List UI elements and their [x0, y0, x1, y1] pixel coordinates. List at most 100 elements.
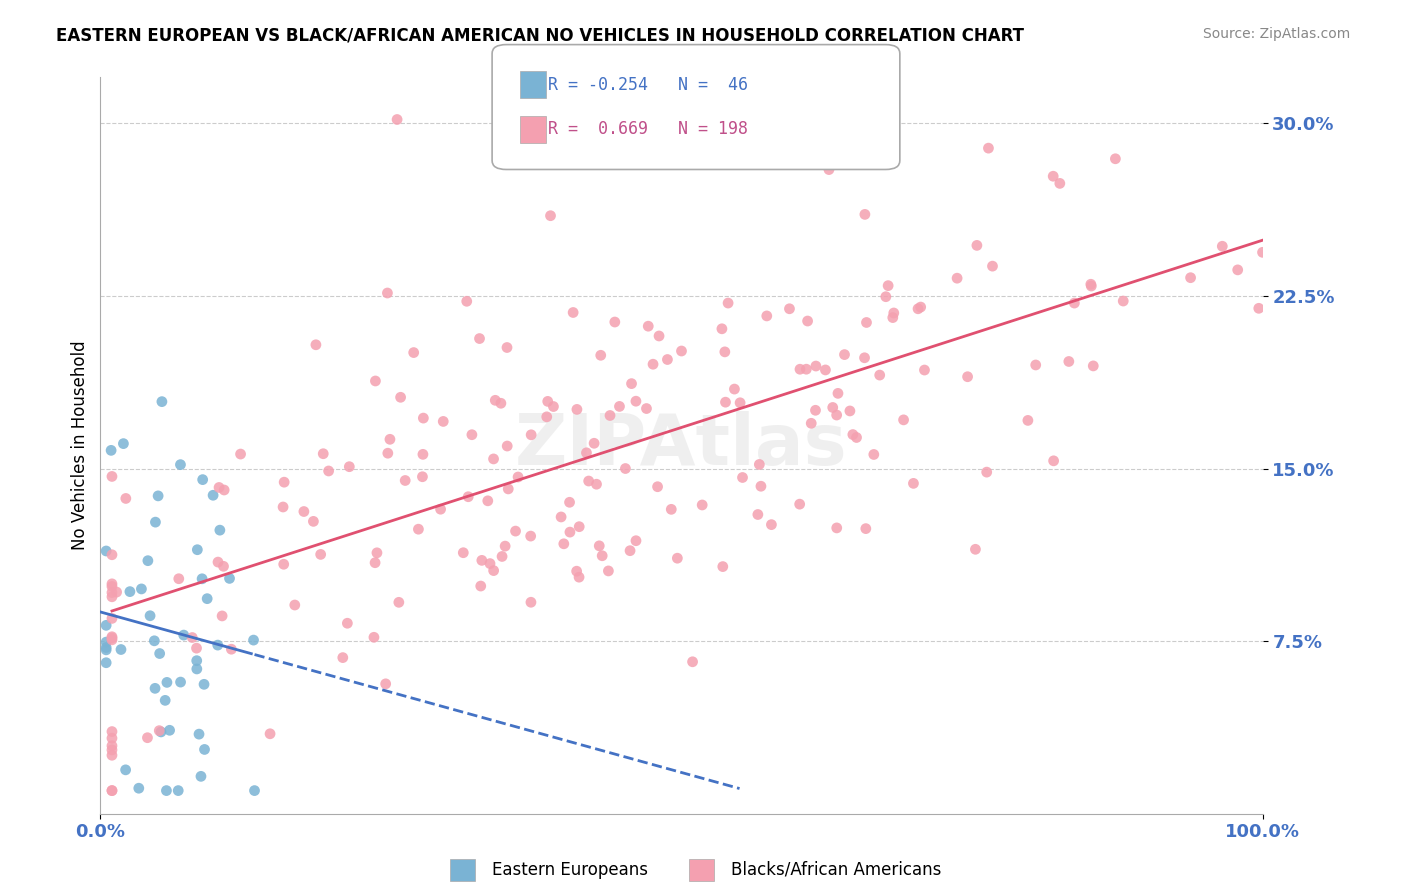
Point [562, 305, 585, 319]
Point [150, 725, 173, 739]
Point [363, 630, 385, 644]
Point [332, 650, 354, 665]
Point [659, 502, 682, 516]
Point [318, 464, 340, 478]
Point [671, 344, 693, 359]
Point [432, 414, 454, 428]
Point [914, 363, 936, 377]
Point [411, 469, 433, 483]
Point [211, 609, 233, 624]
Point [271, 500, 294, 514]
Point [191, 473, 214, 487]
Point [96, 643, 118, 657]
Point [550, 510, 572, 524]
Point [519, 529, 541, 543]
Point [965, 542, 987, 557]
Point [207, 638, 229, 652]
Point [112, 436, 135, 450]
Point [789, 362, 811, 376]
Point [568, 519, 591, 533]
Point [114, 491, 136, 506]
Point [619, 543, 641, 558]
Point [599, 409, 621, 423]
Point [710, 322, 733, 336]
Point [641, 357, 664, 371]
Point [1025, 358, 1047, 372]
Point [748, 458, 770, 472]
Point [477, 493, 499, 508]
Point [862, 447, 884, 461]
Point [143, 681, 166, 696]
Point [243, 783, 266, 797]
Point [640, 152, 662, 166]
Point [800, 417, 823, 431]
Point [779, 301, 801, 316]
Point [186, 542, 208, 557]
Point [408, 522, 430, 536]
Point [1226, 263, 1249, 277]
Point [96, 618, 118, 632]
Point [598, 564, 620, 578]
Point [536, 409, 558, 424]
Point [101, 783, 124, 797]
Point [101, 632, 124, 647]
Point [429, 502, 451, 516]
Point [825, 408, 848, 422]
Point [188, 727, 211, 741]
Point [482, 564, 505, 578]
Point [156, 675, 179, 690]
Text: ZIPAtlas: ZIPAtlas [515, 411, 848, 480]
Point [585, 477, 607, 491]
Point [543, 400, 565, 414]
Point [520, 595, 543, 609]
Point [591, 549, 613, 563]
Point [190, 769, 212, 783]
Point [804, 403, 827, 417]
Point [173, 628, 195, 642]
Point [101, 743, 124, 757]
Point [336, 616, 359, 631]
Point [136, 731, 159, 745]
Point [489, 396, 512, 410]
Point [749, 479, 772, 493]
Point [96, 544, 118, 558]
Point [212, 483, 235, 497]
Point [1017, 413, 1039, 427]
Point [468, 332, 491, 346]
Point [221, 642, 243, 657]
Point [907, 301, 929, 316]
Point [242, 633, 264, 648]
Point [620, 376, 643, 391]
Point [114, 763, 136, 777]
Point [946, 271, 969, 285]
Point [153, 693, 176, 707]
Point [614, 461, 637, 475]
Point [402, 345, 425, 359]
Point [520, 427, 543, 442]
Point [714, 344, 737, 359]
Point [101, 548, 124, 562]
Point [96, 656, 118, 670]
Point [755, 309, 778, 323]
Point [118, 584, 141, 599]
Point [821, 401, 844, 415]
Point [101, 739, 124, 753]
Point [394, 474, 416, 488]
Point [583, 436, 606, 450]
Point [101, 469, 124, 483]
Point [1042, 169, 1064, 184]
Point [714, 395, 737, 409]
Text: Eastern Europeans: Eastern Europeans [492, 861, 648, 879]
Point [136, 554, 159, 568]
Text: EASTERN EUROPEAN VS BLACK/AFRICAN AMERICAN NO VEHICLES IN HOUSEHOLD CORRELATION : EASTERN EUROPEAN VS BLACK/AFRICAN AMERIC… [56, 27, 1024, 45]
Point [105, 585, 128, 599]
Point [647, 480, 669, 494]
Point [461, 427, 484, 442]
Point [794, 362, 817, 376]
Point [609, 400, 631, 414]
Point [212, 559, 235, 574]
Point [637, 319, 659, 334]
Point [717, 296, 740, 310]
Point [558, 495, 581, 509]
Point [273, 475, 295, 490]
